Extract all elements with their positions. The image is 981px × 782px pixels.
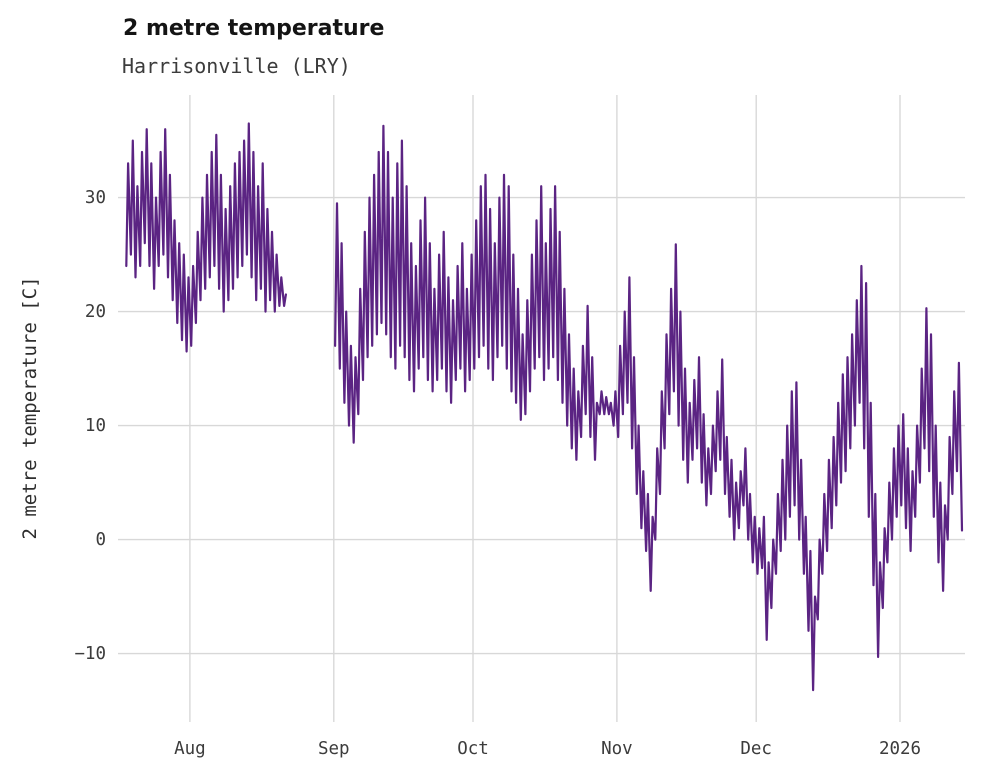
y-axis-label: 2 metre temperature [C] bbox=[19, 276, 41, 540]
y-tick-label: 30 bbox=[84, 187, 106, 208]
x-tick-label: Dec bbox=[740, 739, 772, 759]
x-tick-label: Aug bbox=[174, 739, 206, 759]
y-tick-label: 20 bbox=[84, 301, 106, 322]
chart-subtitle: Harrisonville (LRY) bbox=[122, 54, 351, 78]
y-tick-label: 10 bbox=[84, 415, 106, 436]
x-tick-label: Oct bbox=[457, 739, 489, 759]
y-tick-label: 0 bbox=[95, 529, 106, 550]
x-tick-label: 2026 bbox=[878, 739, 922, 759]
temperature-series bbox=[334, 124, 964, 692]
x-tick-label: Sep bbox=[317, 739, 350, 759]
temperature-line-chart bbox=[118, 95, 965, 722]
chart-title: 2 metre temperature bbox=[123, 16, 385, 41]
temperature-series bbox=[125, 122, 287, 353]
y-tick-label: −10 bbox=[74, 643, 106, 664]
plot-area bbox=[118, 95, 965, 722]
x-tick-label: Nov bbox=[601, 739, 633, 759]
